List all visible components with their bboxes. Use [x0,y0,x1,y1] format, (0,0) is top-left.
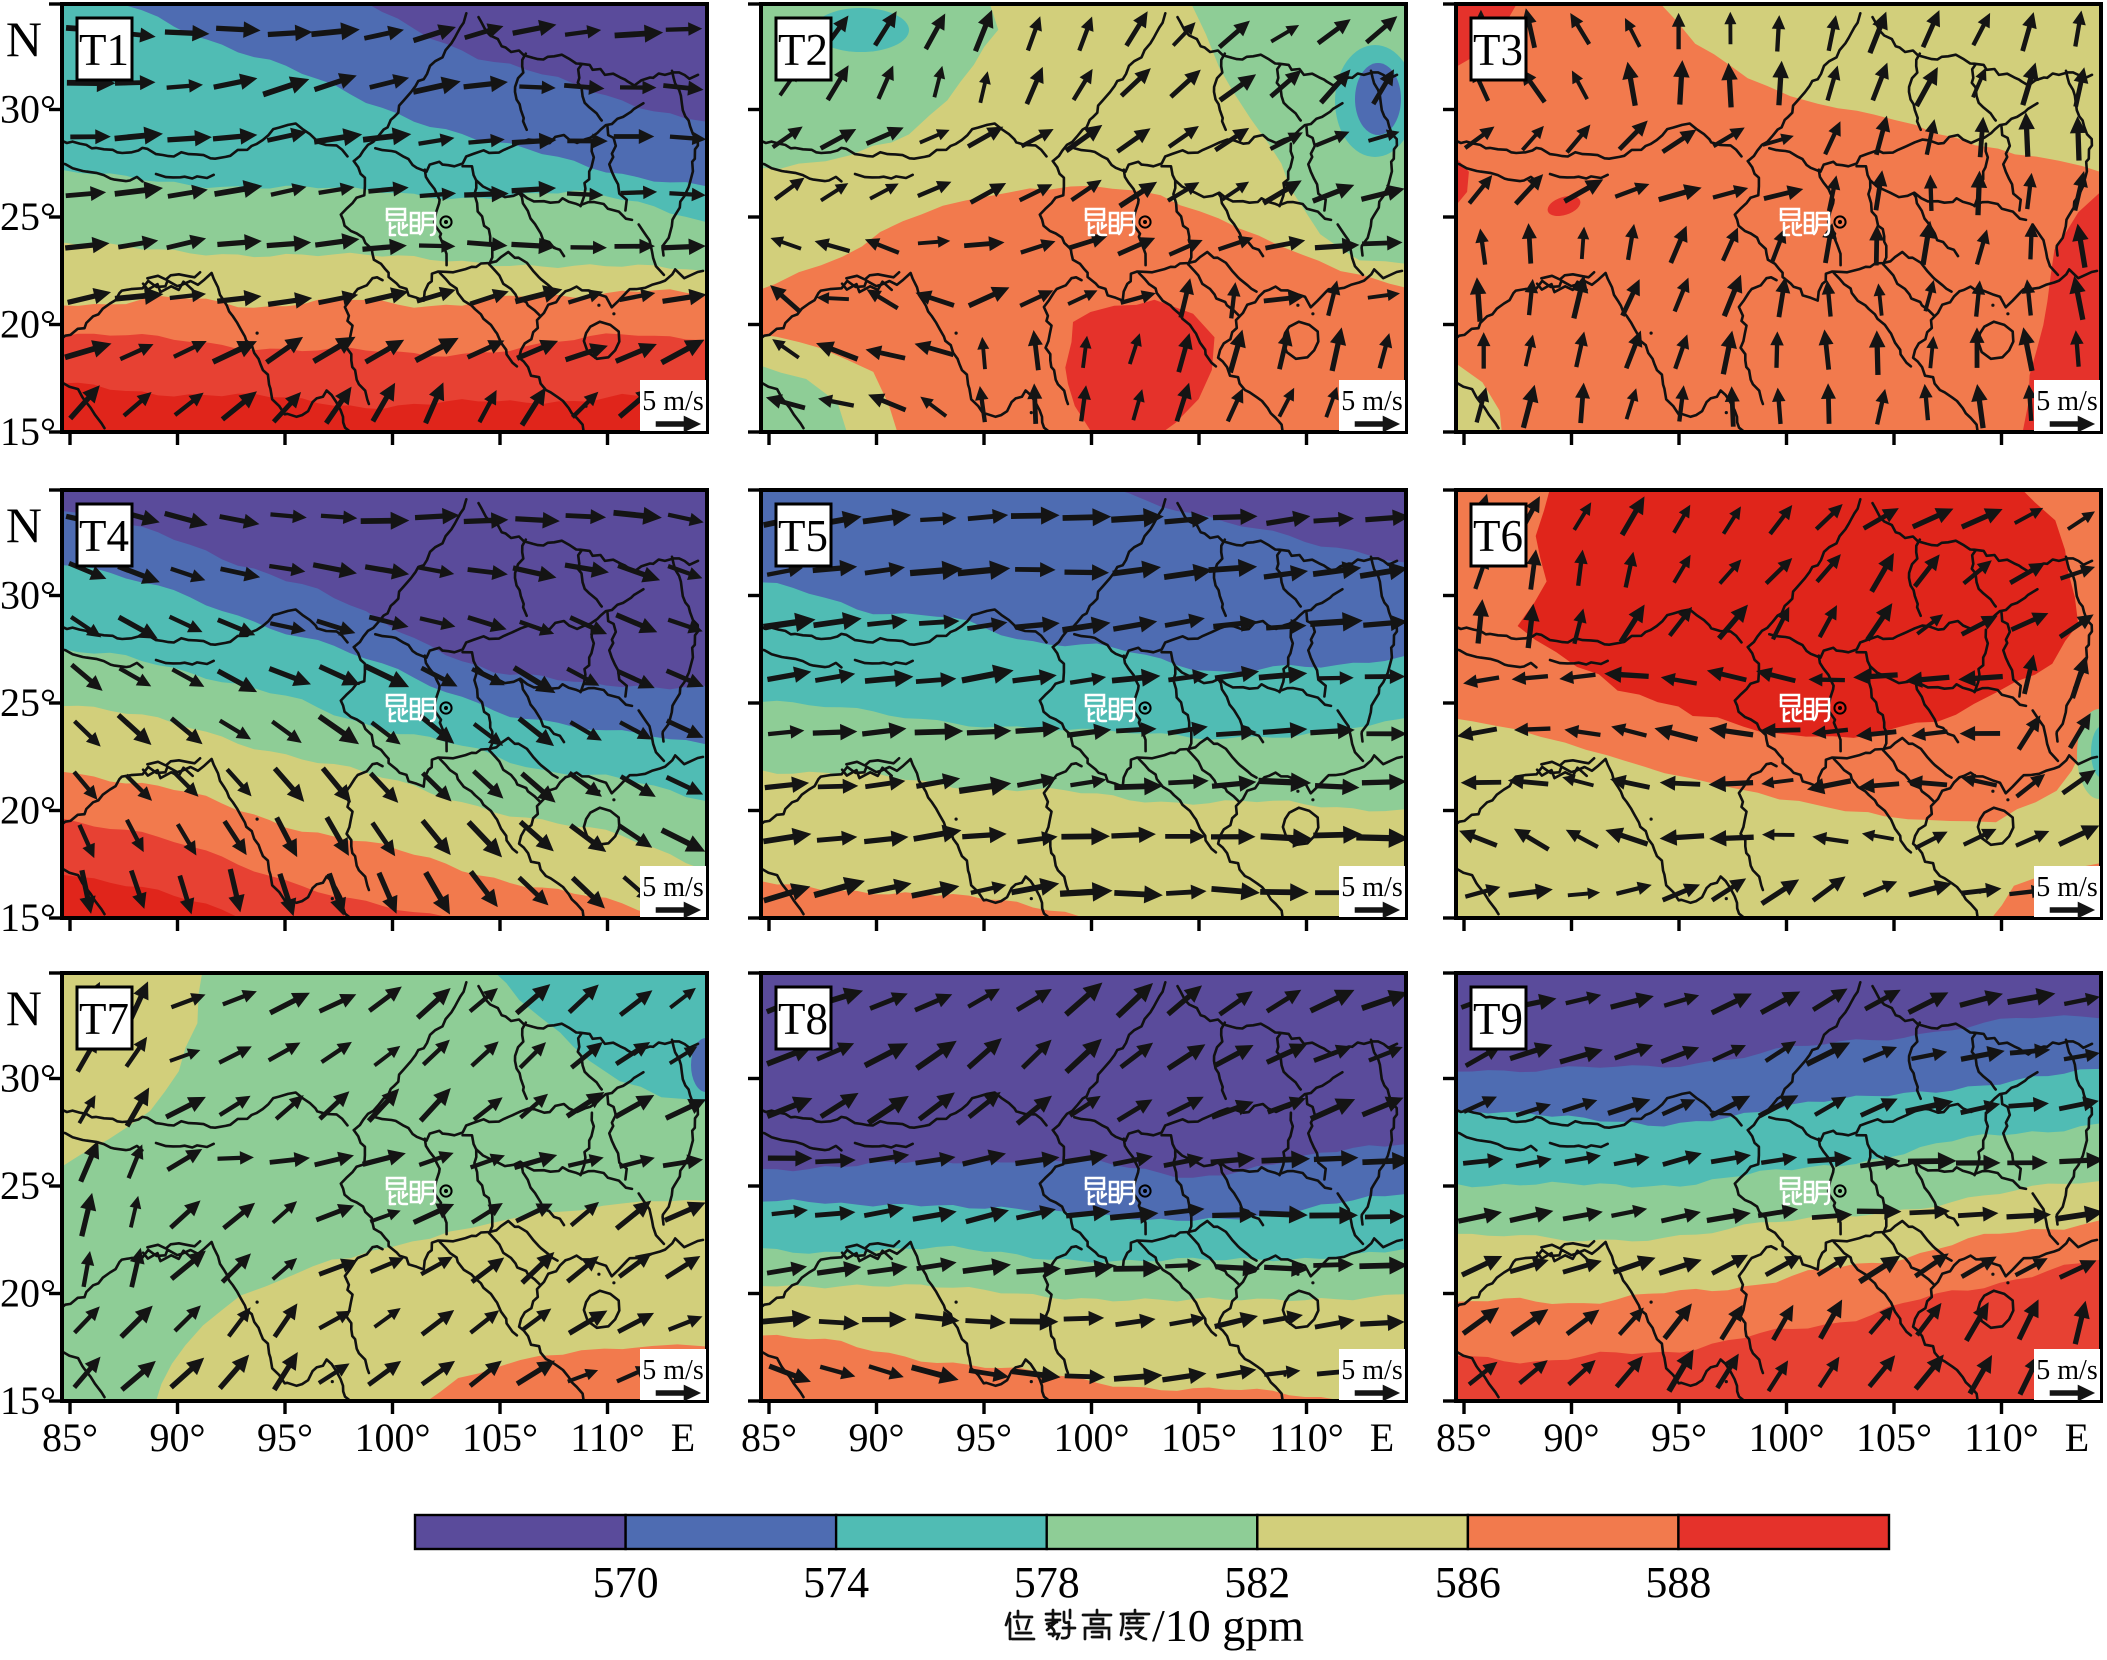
svg-text:30°: 30° [0,573,56,618]
svg-text:20°: 20° [0,302,56,347]
svg-text:T5: T5 [778,511,828,561]
svg-text:85°: 85° [1436,1415,1492,1460]
svg-text:5 m/s: 5 m/s [1341,1355,1402,1386]
svg-text:T3: T3 [1473,25,1523,75]
svg-text:110°: 110° [1964,1415,2039,1460]
svg-text:95°: 95° [257,1415,313,1460]
svg-text:30°: 30° [0,87,56,132]
svg-text:T7: T7 [79,994,129,1044]
svg-text:110°: 110° [1269,1415,1344,1460]
svg-text:85°: 85° [42,1415,98,1460]
svg-text:E: E [1370,1415,1394,1460]
svg-text:25°: 25° [0,680,56,725]
svg-text:T6: T6 [1473,511,1523,561]
svg-text:100°: 100° [1054,1415,1130,1460]
svg-text:105°: 105° [1161,1415,1237,1460]
svg-text:5 m/s: 5 m/s [1341,386,1402,417]
svg-text:N: N [6,497,42,553]
svg-text:20°: 20° [0,1271,56,1316]
svg-text:20°: 20° [0,788,56,833]
svg-text:110°: 110° [570,1415,645,1460]
svg-text:90°: 90° [1544,1415,1600,1460]
svg-text:T1: T1 [79,25,129,75]
svg-text:15°: 15° [0,409,56,454]
svg-text:578: 578 [1014,1558,1080,1607]
svg-text:5 m/s: 5 m/s [2036,872,2097,903]
svg-text:5 m/s: 5 m/s [2036,386,2097,417]
svg-text:586: 586 [1435,1558,1501,1607]
svg-text:15°: 15° [0,895,56,940]
svg-text:E: E [671,1415,695,1460]
svg-text:5 m/s: 5 m/s [2036,1355,2097,1386]
svg-text:E: E [2065,1415,2089,1460]
svg-text:30°: 30° [0,1056,56,1101]
svg-text:5 m/s: 5 m/s [1341,872,1402,903]
svg-text:T8: T8 [778,994,828,1044]
svg-text:90°: 90° [150,1415,206,1460]
svg-text:15°: 15° [0,1378,56,1423]
svg-text:N: N [6,980,42,1036]
svg-text:T9: T9 [1473,994,1523,1044]
svg-text:25°: 25° [0,1163,56,1208]
svg-text:105°: 105° [1856,1415,1932,1460]
svg-text:85°: 85° [741,1415,797,1460]
svg-text:105°: 105° [462,1415,538,1460]
svg-text:25°: 25° [0,194,56,239]
svg-text:T2: T2 [778,25,828,75]
svg-text:95°: 95° [1651,1415,1707,1460]
svg-text:5 m/s: 5 m/s [642,1355,703,1386]
svg-text:T4: T4 [79,511,129,561]
svg-text:588: 588 [1645,1558,1711,1607]
svg-text:100°: 100° [1749,1415,1825,1460]
svg-text:95°: 95° [956,1415,1012,1460]
svg-text:5 m/s: 5 m/s [642,872,703,903]
svg-text:N: N [6,11,42,67]
svg-text:574: 574 [803,1558,869,1607]
svg-text:90°: 90° [849,1415,905,1460]
svg-text:/10 gpm: /10 gpm [1152,1600,1304,1651]
svg-text:570: 570 [593,1558,659,1607]
svg-text:100°: 100° [355,1415,431,1460]
svg-text:5 m/s: 5 m/s [642,386,703,417]
svg-text:582: 582 [1224,1558,1290,1607]
